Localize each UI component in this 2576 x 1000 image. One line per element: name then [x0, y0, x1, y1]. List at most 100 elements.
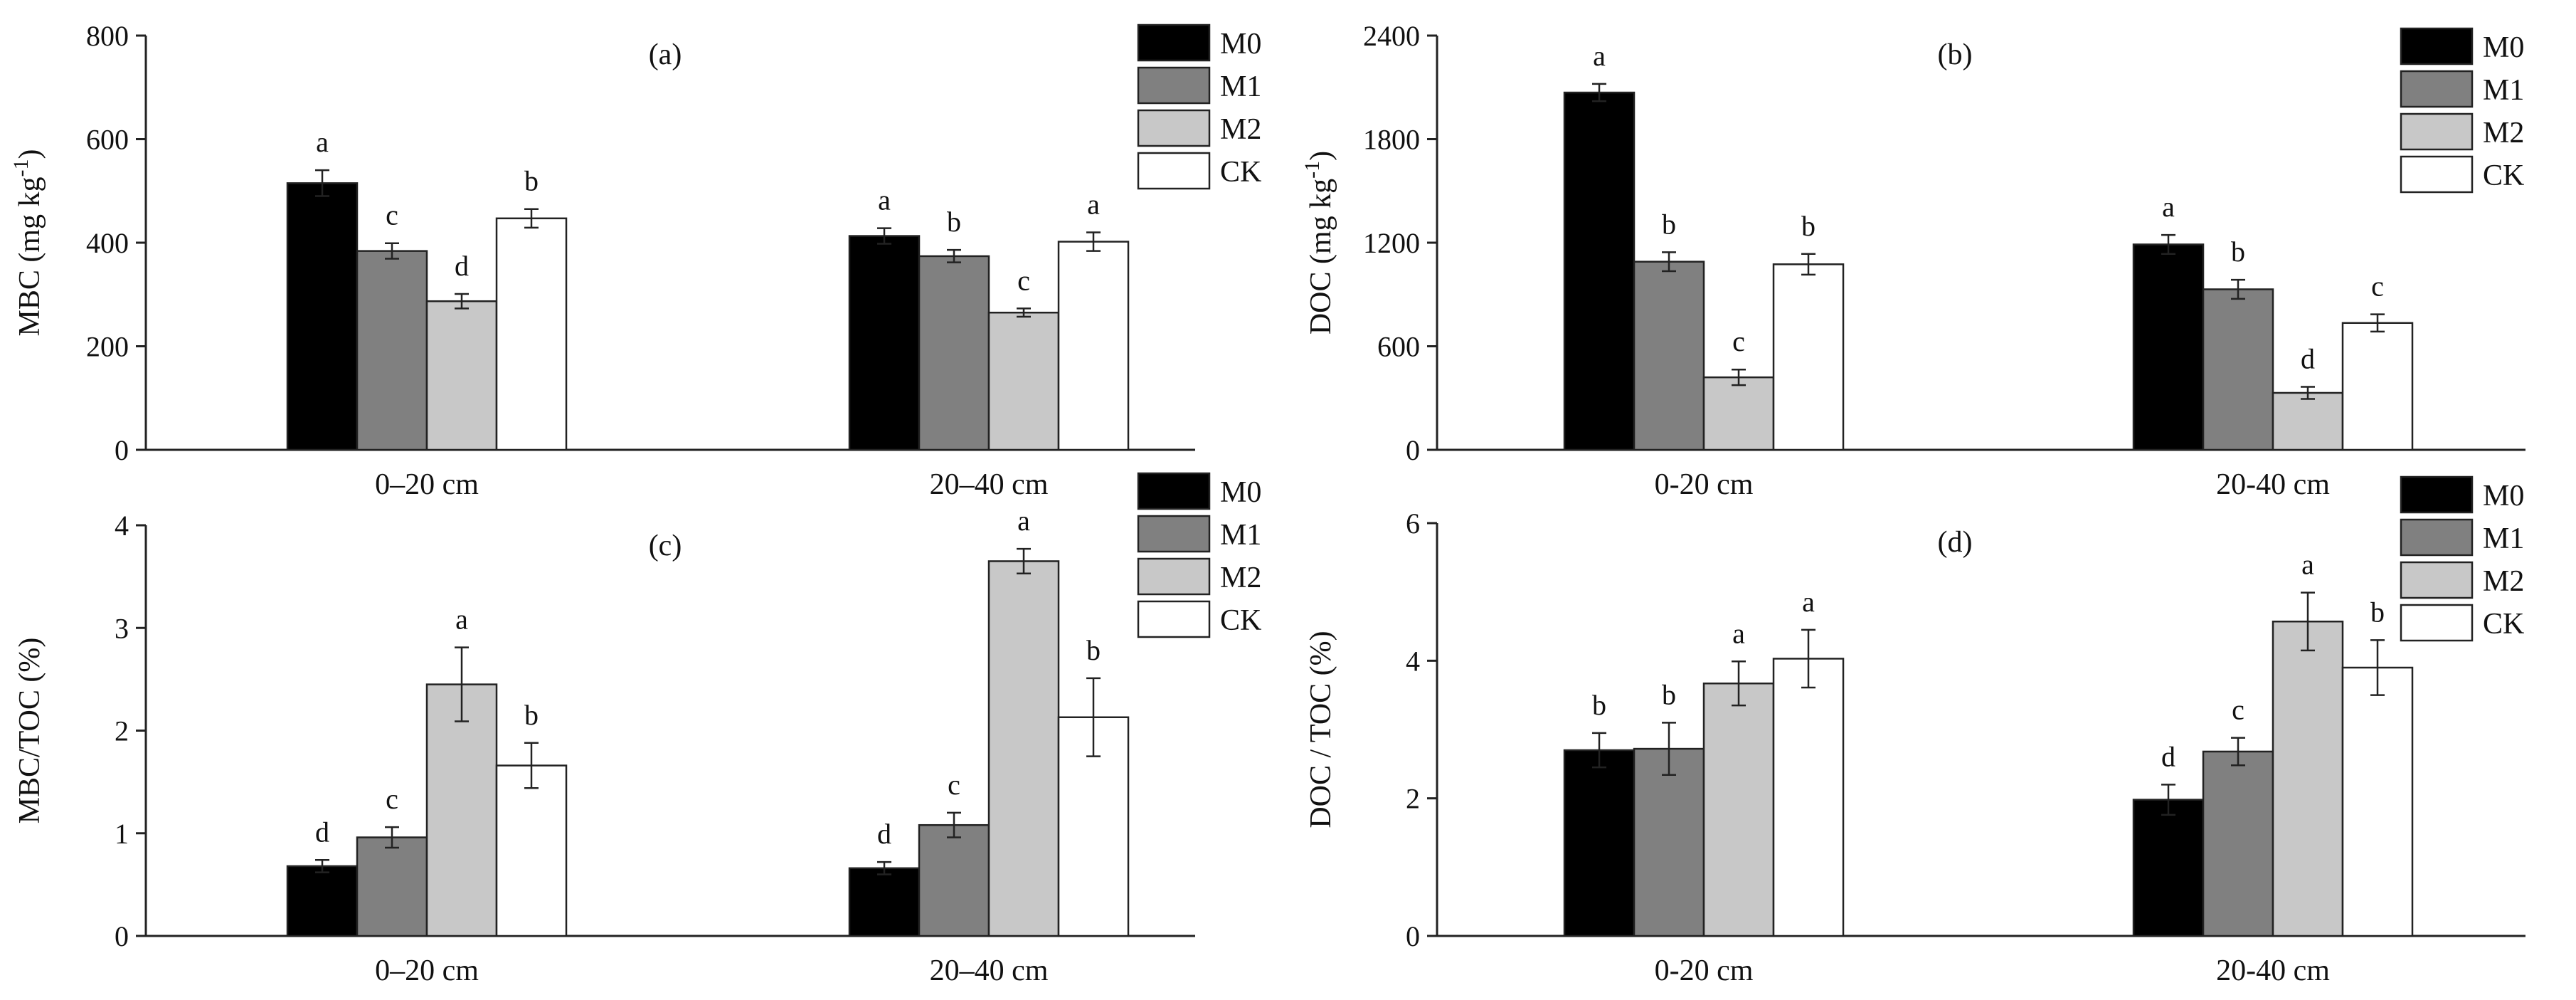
significance-letter: a	[1087, 188, 1100, 220]
bar-m2	[987, 311, 1060, 451]
legend-label: M0	[2483, 480, 2524, 512]
bar-ck	[2341, 666, 2414, 937]
bar-m0	[1563, 91, 1636, 451]
significance-letter: a	[878, 184, 891, 216]
significance-letter: c	[948, 769, 960, 801]
bar-ck	[1772, 658, 1845, 937]
significance-letter: d	[877, 818, 891, 850]
significance-letter: a	[1732, 617, 1745, 649]
panel-label: (c)	[649, 530, 682, 562]
significance-letter: b	[524, 165, 539, 197]
significance-letter: a	[316, 126, 329, 158]
legend-swatch-m2	[2400, 112, 2474, 151]
legend-swatch-m1	[1137, 66, 1211, 105]
y-tick-label: 800	[86, 20, 129, 52]
y-tick-label: 1	[115, 818, 129, 850]
x-category-label: 20-40 cm	[2216, 468, 2330, 501]
legend-label: M0	[1220, 28, 1261, 60]
legend-swatch-m1	[1137, 515, 1211, 553]
y-tick-label: 3	[115, 612, 129, 644]
y-tick-label: 4	[115, 510, 129, 542]
bar-m2	[425, 683, 498, 937]
significance-letter: d	[315, 816, 329, 848]
legend-swatch-m1	[2400, 518, 2474, 557]
y-axis-label: DOC (mg kg-1)	[1300, 151, 1338, 335]
y-tick-label: 600	[86, 124, 129, 156]
bar-m2	[2272, 620, 2344, 937]
legend-label: M2	[1220, 562, 1261, 594]
legend-label: M2	[1220, 113, 1261, 146]
legend-swatch-m0	[2400, 475, 2474, 514]
significance-letter: b	[1086, 634, 1101, 666]
significance-letter: b	[947, 206, 961, 238]
legend-swatch-ck	[1137, 152, 1211, 190]
significance-letter: b	[1801, 210, 1816, 242]
bar-m0	[848, 235, 921, 451]
x-category-label: 0–20 cm	[375, 954, 479, 987]
legend-label: M2	[2483, 117, 2524, 149]
y-tick-label: 0	[1406, 920, 1420, 952]
bar-m1	[356, 836, 428, 937]
bar-ck	[1057, 241, 1130, 451]
significance-letter: a	[1593, 40, 1606, 72]
bar-m0	[1563, 749, 1636, 937]
y-tick-label: 0	[115, 434, 129, 466]
legend-label: CK	[2483, 159, 2524, 192]
bar-ck	[1772, 263, 1845, 451]
x-category-label: 0-20 cm	[1655, 468, 1754, 501]
y-tick-label: 2	[1406, 783, 1420, 815]
legend-swatch-ck	[2400, 155, 2474, 194]
significance-letter: a	[1802, 586, 1815, 618]
bar-m1	[918, 823, 990, 937]
y-axis-label: MBC (mg kg-1)	[9, 149, 47, 336]
y-tick-label: 1200	[1363, 227, 1420, 259]
y-tick-label: 600	[1377, 331, 1420, 363]
bar-m0	[286, 182, 359, 451]
chart-panel-b: 0 600 1200 1800 2400 DOC (mg kg-1) (b) 0-20 cm 2…	[1300, 20, 2525, 501]
legend-swatch-m0	[1137, 472, 1211, 510]
y-tick-label: 1800	[1363, 124, 1420, 156]
significance-letter: d	[2161, 740, 2175, 772]
x-category-label: 0–20 cm	[375, 468, 479, 501]
x-category-label: 20–40 cm	[930, 468, 1049, 501]
legend-label: M1	[2483, 522, 2524, 555]
significance-letter: b	[2231, 236, 2245, 268]
panel-label: (d)	[1938, 526, 1973, 559]
x-category-label: 20-40 cm	[2216, 954, 2330, 987]
significance-letter: a	[1017, 505, 1030, 537]
y-tick-label: 2400	[1363, 20, 1420, 52]
bar-ck	[2341, 322, 2414, 451]
panel-label: (b)	[1938, 38, 1973, 71]
bar-ck	[495, 764, 568, 937]
y-tick-label: 0	[115, 920, 129, 952]
y-axis-label: MBC/TOC (%)	[14, 638, 46, 824]
legend-swatch-m0	[1137, 23, 1211, 62]
significance-letter: c	[386, 783, 398, 815]
legend-label: CK	[1220, 156, 1261, 189]
significance-letter: d	[455, 250, 469, 282]
bar-ck	[495, 217, 568, 451]
chart-panel-d: 0 2 4 6 DOC / TOC (%) (d) 0-20 cm 20-40 cm b b a a d…	[1305, 475, 2525, 987]
legend-swatch-ck	[1137, 600, 1211, 638]
legend-label: M0	[2483, 31, 2524, 64]
significance-letter: a	[2301, 549, 2314, 581]
x-category-label: 20–40 cm	[930, 954, 1049, 987]
significance-letter: c	[2371, 270, 2384, 302]
bar-m1	[918, 255, 990, 451]
legend-swatch-m2	[1137, 109, 1211, 147]
bar-m1	[2202, 750, 2274, 937]
significance-letter: c	[1017, 264, 1030, 296]
y-tick-label: 400	[86, 227, 129, 259]
significance-letter: b	[1662, 208, 1676, 240]
x-category-label: 0-20 cm	[1655, 954, 1754, 987]
legend-label: M1	[1220, 519, 1261, 552]
legend-label: M1	[1220, 70, 1261, 103]
bar-m2	[425, 300, 498, 451]
legend-label: CK	[1220, 604, 1261, 637]
y-tick-label: 4	[1406, 645, 1420, 677]
y-axis-label: DOC / TOC (%)	[1305, 631, 1337, 828]
legend-swatch-m1	[2400, 70, 2474, 108]
y-tick-label: 6	[1406, 507, 1420, 540]
y-tick-label: 2	[115, 715, 129, 747]
